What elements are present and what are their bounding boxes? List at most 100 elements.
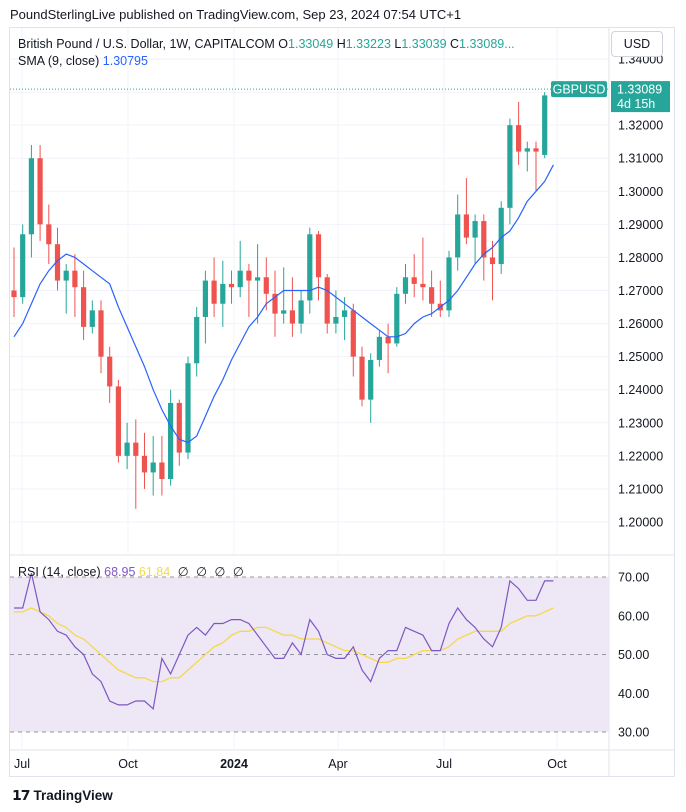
time-tick-label: Jul — [14, 757, 30, 771]
price-tick-label: 1.22000 — [618, 449, 663, 463]
symbol-title: British Pound / U.S. Dollar, 1W, CAPITAL… — [18, 37, 275, 51]
close-value: 1.33089 — [459, 37, 505, 51]
price-tick-label: 1.27000 — [618, 284, 663, 298]
candle-body — [463, 214, 469, 238]
candle-body — [185, 363, 191, 453]
candle-body — [542, 95, 548, 155]
candle-body — [124, 442, 130, 456]
candle-body — [298, 300, 304, 324]
candle-body — [228, 283, 235, 288]
rsi-tick-label: 40.00 — [618, 687, 649, 701]
candle-body — [89, 310, 95, 327]
low-value: 1.33039 — [401, 37, 447, 51]
time-tick-label: Oct — [547, 757, 567, 771]
time-tick-label: Apr — [328, 757, 347, 771]
time-tick-label: 2024 — [220, 757, 248, 771]
candle-body — [246, 270, 252, 281]
candle-body — [289, 310, 295, 324]
candle-body — [28, 158, 34, 235]
brand-name: TradingView — [33, 788, 113, 803]
rsi-tick-label: 50.00 — [618, 648, 649, 662]
candle-body — [489, 257, 496, 265]
candle-body — [481, 221, 487, 258]
candle-body — [350, 310, 356, 357]
candle-body — [359, 356, 365, 400]
candle-body — [202, 280, 208, 317]
symbol-badge-label: GBPUSD — [553, 83, 606, 97]
close-label: C — [450, 37, 460, 51]
legend-ellipsis: ... — [504, 37, 515, 51]
candle-body — [333, 316, 339, 324]
rsi-tick-label: 70.00 — [618, 571, 649, 585]
price-badge-value: 1.33089 — [617, 83, 662, 97]
candle-body — [455, 214, 461, 258]
candle-body — [429, 287, 435, 304]
candle-body — [115, 386, 121, 456]
open-value: 1.33049 — [288, 37, 334, 51]
price-badge-countdown: 4d 15h — [617, 97, 655, 111]
candle-body — [81, 287, 87, 327]
candle-body — [263, 277, 269, 294]
price-tick-label: 1.29000 — [618, 218, 663, 232]
rsi-label: RSI (14, close) — [18, 565, 101, 579]
na-symbol-1: ∅ — [177, 565, 189, 579]
tradingview-logo-icon: 𝟭𝟳 — [12, 787, 31, 803]
candle-body — [411, 277, 417, 284]
na-symbol-4: ∅ — [232, 565, 244, 579]
candle-body — [307, 234, 313, 301]
candle-body — [533, 148, 539, 152]
price-badge — [611, 81, 670, 113]
footer-brand[interactable]: 𝟭𝟳 TradingView — [12, 787, 113, 804]
main-legend: British Pound / U.S. Dollar, 1W, CAPITAL… — [18, 36, 515, 70]
sma-value: 1.30795 — [102, 54, 148, 68]
candle-body — [255, 277, 261, 281]
candle-body — [324, 277, 330, 324]
price-tick-label: 1.25000 — [618, 350, 663, 364]
candle-body — [211, 280, 217, 304]
candle-body — [498, 207, 504, 265]
time-tick-label: Oct — [118, 757, 138, 771]
candle-body — [446, 257, 452, 311]
price-tick-label: 1.31000 — [618, 152, 663, 166]
candle-body — [368, 359, 374, 400]
currency-button[interactable]: USD — [611, 31, 663, 57]
price-tick-label: 1.24000 — [618, 383, 663, 397]
candle-body — [63, 270, 69, 281]
rsi-ma-line — [14, 607, 554, 683]
sma-line — [13, 164, 554, 444]
candle-body — [272, 293, 278, 314]
open-label: O — [278, 37, 289, 51]
candle-body — [141, 455, 148, 473]
candle-body — [37, 158, 43, 225]
candle-body — [54, 244, 61, 281]
candle-body — [20, 234, 26, 298]
candle-body — [394, 293, 400, 344]
time-tick-label: Jul — [436, 757, 452, 771]
price-tick-label: 1.32000 — [618, 119, 663, 133]
candle-body — [385, 336, 391, 344]
candle-body — [150, 462, 156, 473]
candle-body — [516, 125, 522, 152]
published-caption: PoundSterlingLive published on TradingVi… — [10, 7, 462, 22]
candle-body — [159, 462, 165, 480]
candle-body — [342, 310, 348, 317]
candle-body — [72, 270, 78, 288]
candle-body — [281, 310, 287, 314]
candle-body — [176, 402, 182, 453]
price-tick-label: 1.20000 — [618, 516, 663, 530]
candle-body — [11, 290, 17, 298]
price-tick-label: 1.30000 — [618, 185, 663, 199]
symbol-badge — [551, 81, 607, 98]
rsi-line — [14, 572, 554, 710]
candle-body — [524, 148, 530, 152]
rsi-legend: RSI (14, close) 68.95 61.84 ∅ ∅ ∅ ∅ — [18, 564, 244, 579]
na-symbol-2: ∅ — [196, 565, 207, 579]
candle-body — [194, 316, 200, 364]
price-tick-label: 1.23000 — [618, 416, 663, 430]
candle-body — [376, 336, 382, 360]
high-label: H — [336, 37, 346, 51]
rsi-value: 68.95 — [104, 565, 136, 579]
chart-frame — [9, 27, 675, 777]
candle-body — [507, 125, 513, 208]
